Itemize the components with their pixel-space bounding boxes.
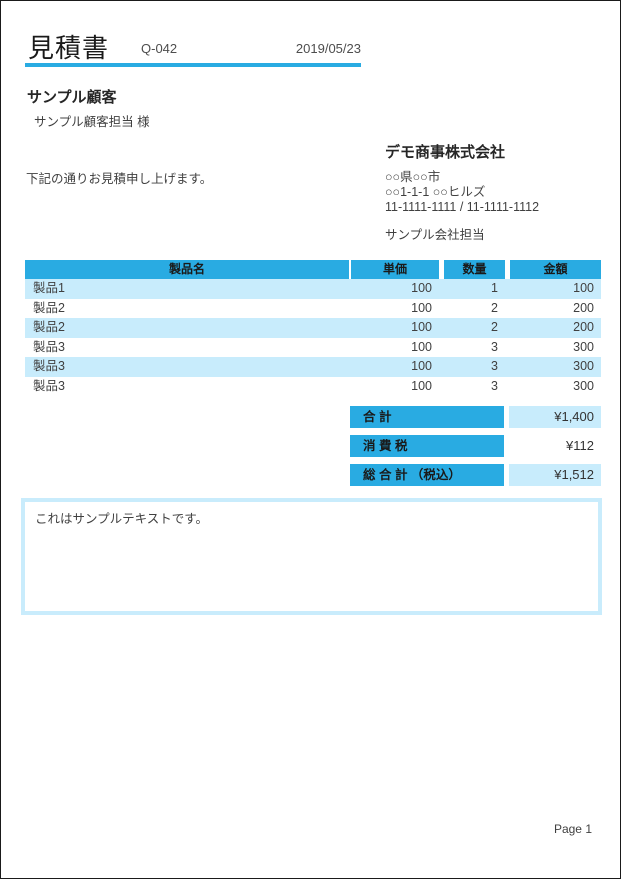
- customer-name: サンプル顧客: [27, 89, 117, 106]
- cell-unit-price: 100: [411, 300, 432, 315]
- cell-amount: 200: [573, 300, 594, 315]
- notes-text: これはサンプルテキストです。: [35, 512, 209, 526]
- cell-product-name: 製品2: [33, 300, 65, 315]
- subtotal-value: ¥1,400: [509, 406, 601, 428]
- notes-box: これはサンプルテキストです。: [21, 498, 602, 615]
- cell-unit-price: 100: [411, 281, 432, 295]
- table-row: 製品3 100 3 300: [25, 377, 601, 397]
- cell-quantity: 3: [491, 378, 498, 393]
- table-row: 製品2 100 2 200: [25, 299, 601, 319]
- cell-amount: 200: [573, 320, 594, 334]
- table-row: 製品3 100 3 300: [25, 338, 601, 358]
- cell-unit-price: 100: [411, 378, 432, 393]
- cell-quantity: 2: [491, 300, 498, 315]
- subtotal-label: 合 計: [350, 406, 504, 428]
- column-header-quantity: 数量: [444, 260, 505, 279]
- page-number: Page 1: [553, 822, 592, 836]
- quote-date: 2019/05/23: [295, 41, 361, 56]
- cell-amount: 300: [573, 378, 594, 393]
- cell-quantity: 2: [491, 320, 498, 334]
- cell-unit-price: 100: [411, 339, 432, 354]
- table-row: 製品3 100 3 300: [25, 357, 601, 377]
- column-header-amount: 金額: [510, 260, 601, 279]
- cell-quantity: 3: [491, 339, 498, 354]
- cell-unit-price: 100: [411, 359, 432, 373]
- grand-total-label: 総 合 計 （税込）: [350, 464, 504, 486]
- cell-product-name: 製品2: [33, 320, 65, 334]
- cell-product-name: 製品3: [33, 378, 65, 393]
- quote-number: Q-042: [141, 41, 178, 56]
- items-table-header: 製品名 単価 数量 金額: [25, 260, 601, 279]
- items-table: 製品名 単価 数量 金額 製品1 100 1 100 製品2 100 2 200…: [25, 260, 601, 396]
- cell-amount: 100: [573, 281, 594, 295]
- company-name: デモ商事株式会社: [385, 144, 506, 161]
- document-title: 見積書: [28, 33, 110, 63]
- cell-quantity: 3: [491, 359, 498, 373]
- cell-unit-price: 100: [411, 320, 432, 334]
- company-address-line1: ○○県○○市: [385, 170, 441, 184]
- cell-amount: 300: [573, 339, 594, 354]
- company-phone-fax: 11-1111-1111 / 11-1111-1112: [385, 200, 540, 214]
- customer-contact: サンプル顧客担当 様: [34, 115, 150, 129]
- cell-product-name: 製品3: [33, 359, 65, 373]
- totals-section: 合 計 ¥1,400 消 費 税 ¥112 総 合 計 （税込） ¥1,512: [350, 406, 601, 493]
- company-contact: サンプル会社担当: [385, 228, 485, 242]
- cell-amount: 300: [573, 359, 594, 373]
- cell-product-name: 製品3: [33, 339, 65, 354]
- subtotal-row: 合 計 ¥1,400: [350, 406, 601, 428]
- table-row: 製品2 100 2 200: [25, 318, 601, 338]
- cell-product-name: 製品1: [33, 281, 65, 295]
- cell-quantity: 1: [491, 281, 498, 295]
- grand-total-row: 総 合 計 （税込） ¥1,512: [350, 464, 601, 486]
- table-row: 製品1 100 1 100: [25, 279, 601, 299]
- column-header-product: 製品名: [25, 260, 349, 279]
- tax-label: 消 費 税: [350, 435, 504, 457]
- company-block: デモ商事株式会社 ○○県○○市 ○○1-1-1 ○○ヒルズ 11-1111-11…: [385, 141, 605, 243]
- company-address-line2: ○○1-1-1 ○○ヒルズ: [385, 185, 486, 199]
- column-header-unit-price: 単価: [351, 260, 439, 279]
- tax-row: 消 費 税 ¥112: [350, 435, 601, 457]
- greeting-text: 下記の通りお見積申し上げます。: [26, 172, 213, 186]
- tax-value: ¥112: [566, 438, 594, 453]
- header-divider: [25, 63, 361, 67]
- grand-total-value: ¥1,512: [509, 464, 601, 486]
